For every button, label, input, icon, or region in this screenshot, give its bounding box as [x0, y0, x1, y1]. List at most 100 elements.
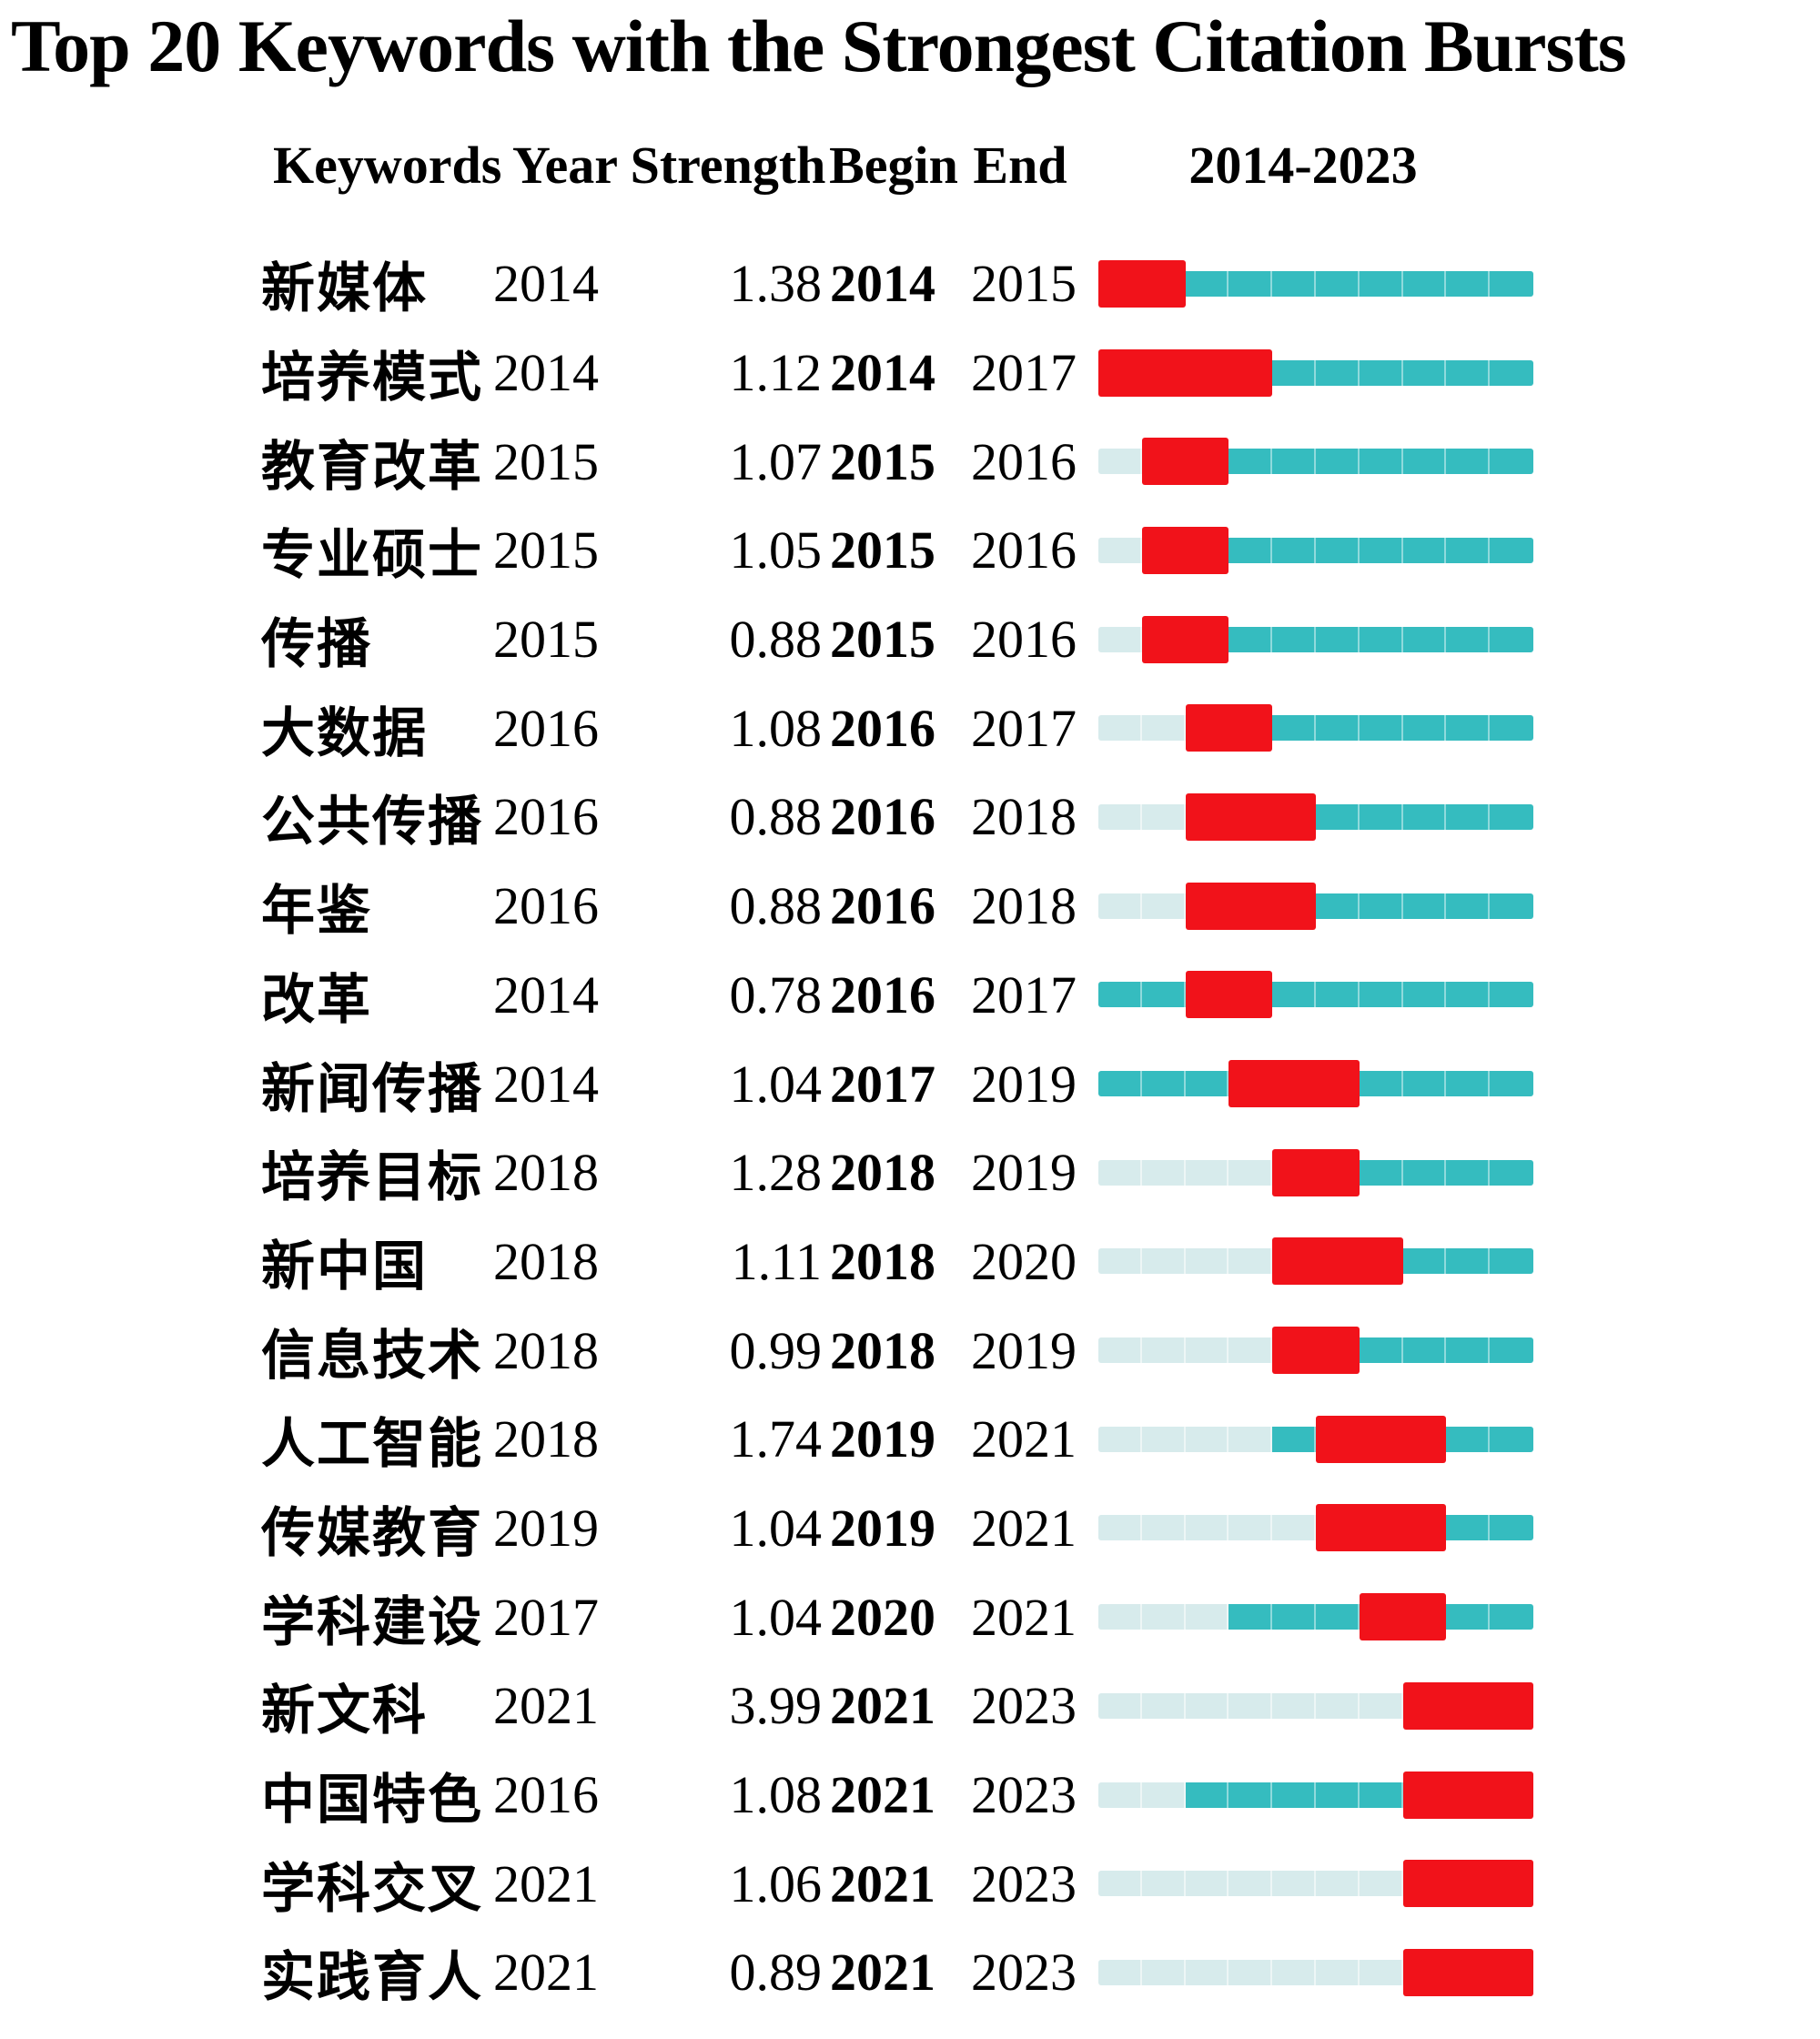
keyword-cell: 专业硕士 [261, 523, 484, 587]
active-year-segment [1402, 270, 1447, 297]
strength-cell: 1.08 [729, 1765, 823, 1825]
active-year-segment [1402, 1159, 1447, 1186]
active-year-segment [1315, 1604, 1360, 1630]
inactive-year-segment [1098, 449, 1142, 475]
active-year-segment [1315, 715, 1360, 742]
active-year-segment [1446, 449, 1491, 475]
inactive-year-segment [1098, 1337, 1142, 1364]
end-cell: 2023 [971, 1853, 1077, 1913]
inactive-year-segment [1228, 1871, 1273, 1897]
burst-segment [1359, 1593, 1447, 1641]
table-row: 公共传播 2016 0.88 2016 2018 [0, 772, 1820, 862]
burst-timeline-bar [1098, 1128, 1533, 1217]
keyword-cell: 年鉴 [261, 879, 373, 943]
year-cell: 2014 [493, 343, 599, 403]
active-year-segment [1315, 449, 1360, 475]
strength-cell: 1.04 [729, 1498, 823, 1558]
inactive-year-segment [1185, 1248, 1229, 1275]
active-year-segment [1185, 1071, 1229, 1097]
keyword-cell: 培养模式 [261, 346, 484, 409]
active-year-segment [1490, 449, 1533, 475]
burst-timeline-bar [1098, 328, 1533, 418]
end-cell: 2015 [971, 254, 1077, 314]
keyword-cell: 实践育人 [261, 1945, 484, 2009]
inactive-year-segment [1141, 1782, 1186, 1808]
keyword-cell: 传媒教育 [261, 1500, 484, 1564]
end-cell: 2016 [971, 520, 1077, 580]
burst-timeline-bar [1098, 1217, 1533, 1307]
keyword-cell: 传播 [261, 612, 373, 676]
year-cell: 2018 [493, 1231, 599, 1291]
inactive-year-segment [1141, 803, 1186, 830]
end-cell: 2018 [971, 787, 1077, 847]
begin-cell: 2017 [830, 1054, 935, 1114]
year-cell: 2015 [493, 431, 599, 491]
active-year-segment [1446, 982, 1491, 1008]
year-cell: 2018 [493, 1409, 599, 1469]
strength-cell: 1.74 [729, 1409, 823, 1469]
year-cell: 2019 [493, 1498, 599, 1558]
table-row: 学科交叉 2021 1.06 2021 2023 [0, 1839, 1820, 1928]
burst-segment [1272, 1237, 1403, 1286]
end-cell: 2021 [971, 1498, 1077, 1558]
inactive-year-segment [1315, 1871, 1360, 1897]
active-year-segment [1490, 1071, 1533, 1097]
active-year-segment [1359, 1159, 1403, 1186]
keyword-cell: 信息技术 [261, 1323, 484, 1387]
strength-cell: 0.78 [729, 964, 823, 1025]
table-row: 人工智能 2018 1.74 2019 2021 [0, 1395, 1820, 1484]
begin-cell: 2016 [830, 698, 935, 758]
inactive-year-segment [1359, 1692, 1403, 1719]
burst-timeline-bar [1098, 417, 1533, 506]
active-year-segment [1402, 803, 1447, 830]
active-year-segment [1315, 1782, 1360, 1808]
inactive-year-segment [1141, 715, 1186, 742]
active-year-segment [1402, 449, 1447, 475]
inactive-year-segment [1359, 1959, 1403, 1985]
burst-segment [1185, 971, 1273, 1019]
inactive-year-segment [1141, 1604, 1186, 1630]
active-year-segment [1490, 1604, 1533, 1630]
burst-timeline-bar [1098, 506, 1533, 595]
table-row: 培养目标 2018 1.28 2018 2019 [0, 1128, 1820, 1217]
begin-cell: 2014 [830, 254, 935, 314]
keyword-cell: 大数据 [261, 701, 429, 764]
strength-cell: 0.99 [729, 1320, 823, 1380]
inactive-year-segment [1272, 1959, 1316, 1985]
active-year-segment [1272, 1782, 1316, 1808]
active-year-segment [1272, 270, 1316, 297]
table-row: 实践育人 2021 0.89 2021 2023 [0, 1928, 1820, 2017]
end-cell: 2023 [971, 1943, 1077, 2003]
end-cell: 2017 [971, 964, 1077, 1025]
end-cell: 2023 [971, 1676, 1077, 1736]
strength-cell: 0.88 [729, 787, 823, 847]
active-year-segment [1359, 270, 1403, 297]
end-cell: 2016 [971, 610, 1077, 670]
active-year-segment [1228, 270, 1273, 297]
table-row: 新闻传播 2014 1.04 2017 2019 [0, 1039, 1820, 1128]
begin-cell: 2021 [830, 1943, 935, 2003]
burst-timeline-bar [1098, 1484, 1533, 1573]
inactive-year-segment [1141, 1337, 1186, 1364]
inactive-year-segment [1141, 1426, 1186, 1452]
inactive-year-segment [1185, 1515, 1229, 1541]
active-year-segment [1272, 359, 1316, 386]
inactive-year-segment [1098, 1159, 1142, 1186]
keyword-cell: 新文科 [261, 1679, 429, 1742]
burst-segment [1402, 1860, 1533, 1908]
inactive-year-segment [1141, 1871, 1186, 1897]
table-row: 专业硕士 2015 1.05 2015 2016 [0, 506, 1820, 595]
strength-cell: 0.88 [729, 876, 823, 936]
inactive-year-segment [1185, 1692, 1229, 1719]
keyword-cell: 学科建设 [261, 1590, 484, 1653]
active-year-segment [1315, 270, 1360, 297]
year-cell: 2017 [493, 1587, 599, 1647]
year-cell: 2018 [493, 1143, 599, 1203]
year-cell: 2015 [493, 520, 599, 580]
inactive-year-segment [1141, 1248, 1186, 1275]
active-year-segment [1490, 893, 1533, 919]
end-cell: 2023 [971, 1765, 1077, 1825]
table-row: 新媒体 2014 1.38 2014 2015 [0, 239, 1820, 328]
burst-timeline-bar [1098, 1928, 1533, 2017]
begin-cell: 2016 [830, 787, 935, 847]
